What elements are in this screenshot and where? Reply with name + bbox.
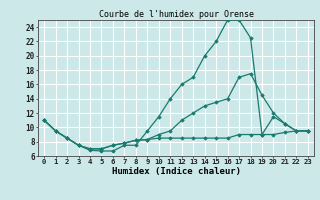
X-axis label: Humidex (Indice chaleur): Humidex (Indice chaleur) (111, 167, 241, 176)
Title: Courbe de l'humidex pour Orense: Courbe de l'humidex pour Orense (99, 10, 253, 19)
